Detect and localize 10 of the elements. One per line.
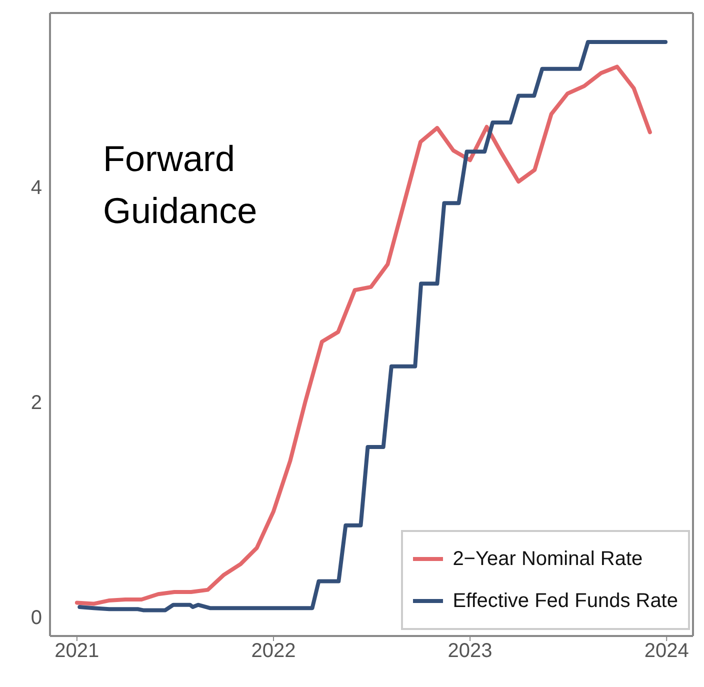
y-tick-label: 0 — [30, 606, 42, 629]
legend-label: 2−Year Nominal Rate — [452, 548, 643, 570]
x-tick-label: 2023 — [448, 640, 492, 662]
chart-note: Forward Guidance — [103, 137, 258, 233]
x-tick-label: 2022 — [251, 640, 296, 662]
x-tick-label: 2021 — [54, 640, 100, 662]
legend-label: Effective Fed Funds Rate — [452, 590, 678, 612]
y-tick-label: 4 — [30, 177, 42, 200]
y-tick-label: 2 — [30, 392, 42, 414]
x-tick-label: 2024 — [644, 640, 689, 662]
